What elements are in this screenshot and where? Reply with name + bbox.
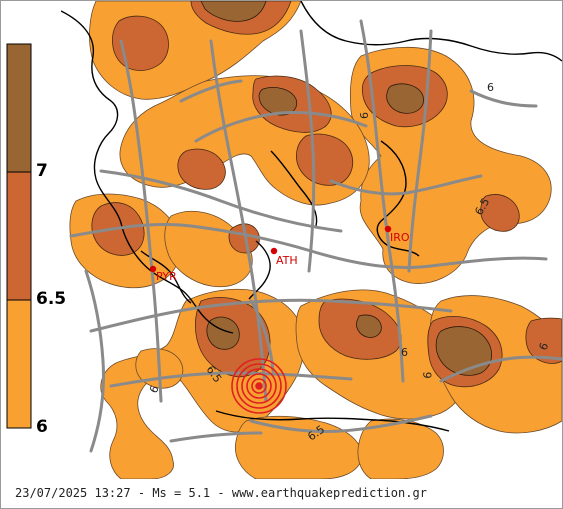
contour-label: 6 <box>401 346 408 359</box>
coastlines <box>61 1 562 432</box>
footer-equals: = <box>174 486 182 500</box>
zone-6-to-6-5 <box>69 1 562 479</box>
footer-website: www.earthquakeprediction.gr <box>231 486 427 500</box>
footer-time: 13:27 <box>94 486 131 500</box>
contour-label: 6 <box>147 383 162 395</box>
footer-separator: - <box>137 486 146 500</box>
contour-label: 6 <box>41 62 55 71</box>
footer-separator: - <box>217 486 225 500</box>
contour-label: 6 <box>487 81 494 94</box>
footer-caption: 23/07/2025 13:27 - Ms = 5.1 - www.earthq… <box>15 486 427 500</box>
city-marker <box>270 247 278 255</box>
footer-date: 23/07/2025 <box>15 486 88 500</box>
legend-label-6: 6 <box>36 417 48 437</box>
contour-label: 6 <box>421 371 435 379</box>
legend-colorbar <box>6 43 32 429</box>
city-marker <box>384 225 392 233</box>
legend-label-6-5: 6.5 <box>36 289 67 309</box>
contour-label: 6 <box>537 341 552 352</box>
footer-magnitude-label: Ms <box>152 486 167 500</box>
epicenter-marker <box>231 358 287 414</box>
city-label: IRO <box>390 231 410 244</box>
legend-label-7: 7 <box>36 161 48 181</box>
contour-label: 6 <box>358 112 371 119</box>
city-athens: ATH <box>270 247 298 267</box>
city-irakleio: IRO <box>384 225 410 244</box>
city-label: ATH <box>276 254 298 267</box>
footer-magnitude-value: 5.1 <box>188 486 211 500</box>
zone-7-plus <box>200 1 492 376</box>
city-marker <box>149 265 157 273</box>
city-pyrgos: PYR <box>149 265 177 283</box>
fault-lines <box>69 19 562 453</box>
city-label: PYR <box>156 270 177 283</box>
